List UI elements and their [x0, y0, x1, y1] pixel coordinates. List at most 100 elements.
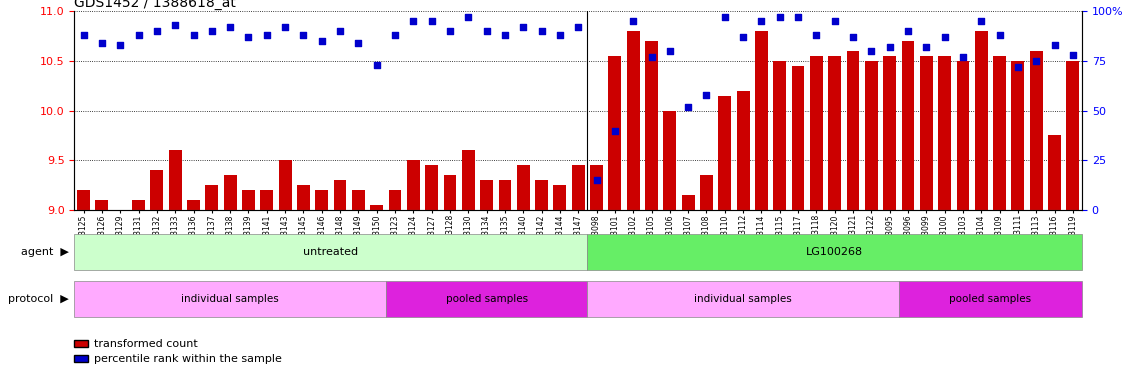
- Bar: [74, 281, 386, 317]
- Text: LG100268: LG100268: [806, 247, 863, 257]
- Point: [239, 34, 258, 40]
- Bar: [846, 51, 860, 210]
- Point: [459, 14, 477, 20]
- Bar: [150, 170, 164, 210]
- Point: [349, 40, 368, 46]
- Point: [111, 42, 129, 48]
- Bar: [406, 160, 420, 210]
- Point: [477, 28, 496, 34]
- Point: [716, 14, 734, 20]
- Bar: [352, 190, 365, 210]
- Bar: [516, 165, 530, 210]
- Point: [294, 32, 313, 38]
- Bar: [333, 180, 347, 210]
- Text: individual samples: individual samples: [181, 294, 279, 304]
- Text: protocol  ▶: protocol ▶: [8, 294, 69, 304]
- Point: [184, 32, 203, 38]
- Bar: [993, 56, 1006, 210]
- Bar: [297, 185, 310, 210]
- Bar: [810, 56, 823, 210]
- Bar: [899, 281, 1082, 317]
- Bar: [736, 91, 750, 210]
- Bar: [718, 96, 732, 210]
- Bar: [480, 180, 493, 210]
- Point: [551, 32, 569, 38]
- Bar: [553, 185, 567, 210]
- Point: [569, 24, 587, 30]
- Point: [368, 62, 386, 68]
- Point: [752, 18, 771, 24]
- Bar: [791, 66, 805, 210]
- Point: [423, 18, 441, 24]
- Bar: [700, 175, 713, 210]
- Text: pooled samples: pooled samples: [949, 294, 1032, 304]
- Point: [734, 34, 752, 40]
- Point: [642, 54, 661, 60]
- Point: [624, 18, 642, 24]
- Bar: [864, 61, 878, 210]
- Text: pooled samples: pooled samples: [445, 294, 528, 304]
- Bar: [223, 175, 237, 210]
- Bar: [626, 31, 640, 210]
- Point: [1045, 42, 1064, 48]
- Point: [606, 128, 624, 134]
- Point: [496, 32, 514, 38]
- Bar: [498, 180, 512, 210]
- Bar: [663, 111, 677, 210]
- Bar: [388, 190, 402, 210]
- Bar: [587, 234, 1082, 270]
- Bar: [278, 160, 292, 210]
- Bar: [95, 200, 109, 210]
- Bar: [74, 234, 587, 270]
- Bar: [315, 190, 329, 210]
- Point: [258, 32, 276, 38]
- Point: [203, 28, 221, 34]
- Bar: [535, 180, 548, 210]
- Point: [331, 28, 349, 34]
- Point: [881, 44, 899, 50]
- Text: GDS1452 / 1388618_at: GDS1452 / 1388618_at: [74, 0, 236, 10]
- Bar: [187, 200, 200, 210]
- Point: [441, 28, 459, 34]
- Point: [990, 32, 1009, 38]
- Bar: [370, 205, 384, 210]
- Bar: [77, 190, 90, 210]
- Point: [972, 18, 990, 24]
- Point: [74, 32, 93, 38]
- Bar: [260, 190, 274, 210]
- Bar: [773, 61, 787, 210]
- Point: [789, 14, 807, 20]
- Point: [166, 22, 184, 28]
- Bar: [425, 165, 439, 210]
- Point: [1027, 58, 1045, 64]
- Bar: [755, 31, 768, 210]
- Text: agent  ▶: agent ▶: [21, 247, 69, 257]
- Bar: [587, 281, 899, 317]
- Bar: [901, 41, 915, 210]
- Point: [862, 48, 881, 54]
- Point: [404, 18, 423, 24]
- Point: [386, 32, 404, 38]
- Point: [313, 38, 331, 44]
- Bar: [590, 165, 603, 210]
- Point: [807, 32, 826, 38]
- Bar: [956, 61, 970, 210]
- Bar: [1066, 61, 1080, 210]
- Bar: [571, 165, 585, 210]
- Point: [1009, 64, 1027, 70]
- Bar: [443, 175, 457, 210]
- Bar: [461, 150, 475, 210]
- Point: [844, 34, 862, 40]
- Point: [917, 44, 935, 50]
- Bar: [681, 195, 695, 210]
- Bar: [938, 56, 951, 210]
- Point: [514, 24, 532, 30]
- Point: [148, 28, 166, 34]
- Bar: [242, 190, 255, 210]
- Point: [129, 32, 148, 38]
- Point: [221, 24, 239, 30]
- Point: [697, 92, 716, 98]
- Text: untreated: untreated: [303, 247, 358, 257]
- Point: [826, 18, 844, 24]
- Bar: [1029, 51, 1043, 210]
